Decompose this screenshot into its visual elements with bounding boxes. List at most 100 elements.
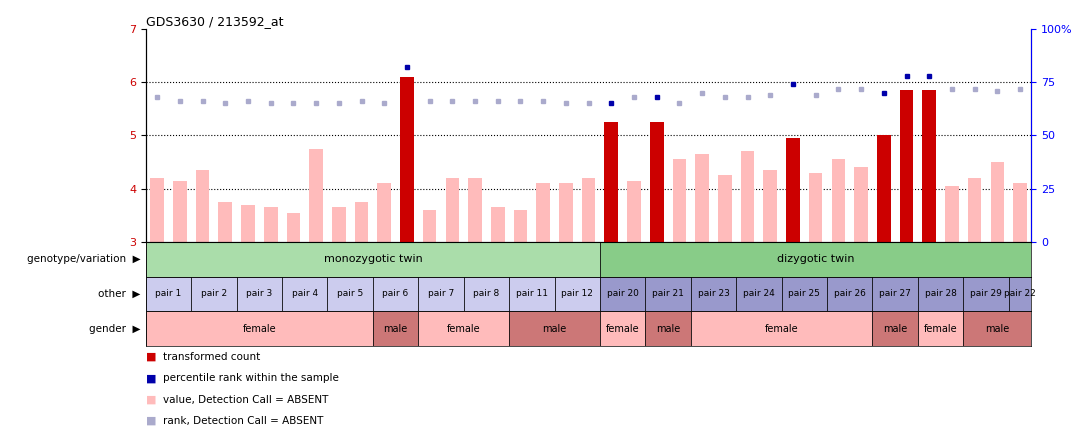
Text: pair 23: pair 23 <box>698 289 729 298</box>
Text: pair 7: pair 7 <box>428 289 454 298</box>
Bar <box>605 122 618 242</box>
Bar <box>146 242 600 277</box>
Bar <box>809 173 823 242</box>
Bar <box>514 210 527 242</box>
Bar <box>418 311 509 346</box>
Bar <box>1009 277 1031 311</box>
Bar <box>423 210 436 242</box>
Bar <box>918 277 963 311</box>
Bar <box>582 178 595 242</box>
Bar <box>282 277 327 311</box>
Bar <box>990 162 1004 242</box>
Text: transformed count: transformed count <box>163 352 260 362</box>
Bar <box>600 311 646 346</box>
Bar <box>650 122 663 242</box>
Bar <box>309 149 323 242</box>
Text: male: male <box>542 324 567 333</box>
Bar <box>968 178 982 242</box>
Bar <box>418 277 463 311</box>
Text: monozygotic twin: monozygotic twin <box>324 254 422 264</box>
Text: pair 1: pair 1 <box>156 289 181 298</box>
Bar <box>696 154 708 242</box>
Bar <box>400 77 414 242</box>
Bar <box>718 175 731 242</box>
Bar <box>945 186 959 242</box>
Bar <box>509 277 554 311</box>
Text: other  ▶: other ▶ <box>98 289 140 299</box>
Bar <box>491 207 504 242</box>
Text: pair 24: pair 24 <box>743 289 774 298</box>
Bar <box>264 207 278 242</box>
Text: GDS3630 / 213592_at: GDS3630 / 213592_at <box>146 15 283 28</box>
Bar <box>218 202 232 242</box>
Text: female: female <box>923 324 957 333</box>
Bar <box>373 277 418 311</box>
Bar <box>237 277 282 311</box>
Bar <box>963 277 1009 311</box>
Bar <box>918 311 963 346</box>
Text: female: female <box>243 324 276 333</box>
Bar <box>600 242 1031 277</box>
Bar <box>191 277 237 311</box>
Bar <box>873 277 918 311</box>
Text: pair 20: pair 20 <box>607 289 638 298</box>
Bar <box>509 311 600 346</box>
Bar <box>922 90 936 242</box>
Bar <box>146 311 373 346</box>
Text: male: male <box>883 324 907 333</box>
Text: pair 26: pair 26 <box>834 289 866 298</box>
Text: pair 12: pair 12 <box>562 289 593 298</box>
Text: dizygotic twin: dizygotic twin <box>777 254 854 264</box>
Bar <box>463 277 509 311</box>
Bar <box>650 122 663 242</box>
Bar <box>173 181 187 242</box>
Bar <box>737 277 782 311</box>
Bar <box>691 277 737 311</box>
Text: ■: ■ <box>146 395 157 404</box>
Text: pair 11: pair 11 <box>516 289 548 298</box>
Bar <box>782 277 827 311</box>
Text: male: male <box>985 324 1010 333</box>
Bar <box>832 159 846 242</box>
Bar <box>877 135 891 242</box>
Text: ■: ■ <box>146 373 157 383</box>
Bar <box>922 90 936 242</box>
Bar <box>1013 183 1027 242</box>
Bar <box>786 138 800 242</box>
Bar <box>146 277 191 311</box>
Bar <box>400 77 414 242</box>
Bar <box>286 213 300 242</box>
Text: male: male <box>656 324 680 333</box>
Bar <box>627 181 640 242</box>
Text: value, Detection Call = ABSENT: value, Detection Call = ABSENT <box>163 395 328 404</box>
Text: pair 22: pair 22 <box>1004 289 1036 298</box>
Text: genotype/variation  ▶: genotype/variation ▶ <box>27 254 140 264</box>
Bar <box>559 183 572 242</box>
Text: pair 8: pair 8 <box>473 289 500 298</box>
Bar <box>786 138 800 242</box>
Bar <box>150 178 164 242</box>
Bar <box>605 122 618 242</box>
Bar <box>963 311 1031 346</box>
Bar <box>827 277 873 311</box>
Bar <box>373 311 418 346</box>
Bar <box>673 159 686 242</box>
Bar <box>646 311 691 346</box>
Bar <box>241 205 255 242</box>
Text: ■: ■ <box>146 416 157 426</box>
Text: female: female <box>765 324 798 333</box>
Text: female: female <box>606 324 639 333</box>
Bar <box>646 277 691 311</box>
Text: pair 6: pair 6 <box>382 289 408 298</box>
Bar <box>195 170 210 242</box>
Bar <box>741 151 754 242</box>
Text: pair 27: pair 27 <box>879 289 912 298</box>
Bar <box>873 311 918 346</box>
Text: pair 25: pair 25 <box>788 289 821 298</box>
Text: ■: ■ <box>146 352 157 362</box>
Text: pair 3: pair 3 <box>246 289 272 298</box>
Bar <box>554 277 600 311</box>
Bar <box>764 170 778 242</box>
Bar <box>327 277 373 311</box>
Bar <box>354 202 368 242</box>
